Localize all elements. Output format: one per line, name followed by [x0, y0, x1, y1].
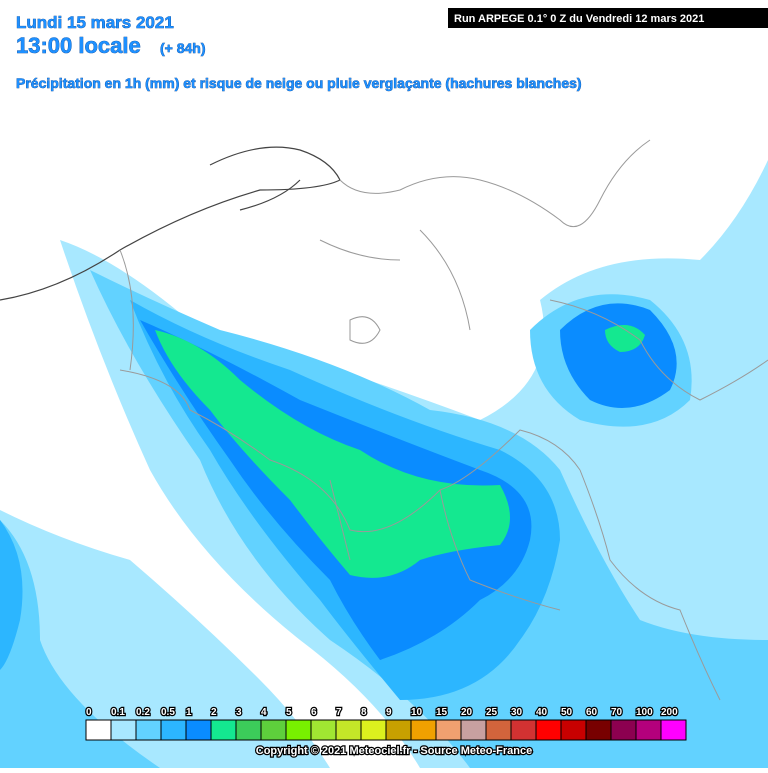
legend-swatch — [460, 719, 487, 741]
legend-label: 50 — [561, 707, 573, 718]
legend-swatch — [160, 719, 187, 741]
legend-swatch — [635, 719, 662, 741]
legend-label: 9 — [386, 707, 392, 718]
borders — [0, 139, 768, 701]
legend-swatch — [210, 719, 237, 741]
legend-swatch — [485, 719, 512, 741]
legend-swatch — [235, 719, 262, 741]
legend-label: 0.2 — [136, 707, 150, 718]
legend-label: 8 — [361, 707, 367, 718]
legend-label: 20 — [461, 707, 473, 718]
precipitation-field — [0, 160, 768, 768]
legend-swatch — [535, 719, 562, 741]
legend-label: 100 — [636, 707, 653, 718]
legend-label: 4 — [261, 707, 267, 718]
legend-swatch — [410, 719, 437, 741]
legend-label: 7 — [336, 707, 342, 718]
legend-swatch — [435, 719, 462, 741]
legend-label: 0.5 — [161, 707, 175, 718]
legend-swatch — [135, 719, 162, 741]
legend-label: 6 — [311, 707, 317, 718]
legend-swatch — [110, 719, 137, 741]
legend-label: 200 — [661, 707, 678, 718]
legend-swatch — [335, 719, 362, 741]
copyright: Copyright © 2021 Meteociel.fr - Source M… — [256, 745, 532, 757]
legend-label: 30 — [511, 707, 523, 718]
legend-label: 25 — [486, 707, 498, 718]
legend-swatch — [360, 719, 387, 741]
legend-swatch — [660, 719, 687, 741]
legend-swatch — [510, 719, 537, 741]
legend-label: 1 — [186, 707, 192, 718]
legend-label: 70 — [611, 707, 623, 718]
offset: (+ 84h) — [160, 40, 206, 56]
legend-swatch — [85, 719, 112, 741]
legend-swatch — [310, 719, 337, 741]
date: Lundi 15 mars 2021 — [16, 13, 174, 32]
legend-label: 40 — [536, 707, 548, 718]
legend-swatch — [185, 719, 212, 741]
run-box — [448, 8, 768, 28]
legend-swatch — [285, 719, 312, 741]
legend-label: 2 — [211, 707, 217, 718]
time: 13:00 locale — [16, 33, 141, 58]
legend-swatch — [260, 719, 287, 741]
legend-swatch — [585, 719, 612, 741]
legend-label: 0.1 — [111, 707, 125, 718]
legend: 0 0.1 0.2 0.5 1 2 3 4 5 6 7 8 9 10 15 20 25 30 40 50 60 70 100… — [85, 706, 687, 741]
subtitle: Précipitation en 1h (mm) et risque de ne… — [16, 75, 582, 91]
legend-label: 15 — [436, 707, 448, 718]
legend-swatch — [560, 719, 587, 741]
run: Run ARPEGE 0.1° 0 Z du Vendredi 12 mars … — [454, 13, 704, 25]
legend-label: 0 — [86, 707, 92, 718]
legend-swatch — [385, 719, 412, 741]
legend-label: 60 — [586, 707, 598, 718]
legend-swatch — [610, 719, 637, 741]
legend-label: 3 — [236, 707, 242, 718]
legend-label: 10 — [411, 707, 423, 718]
legend-label: 5 — [286, 707, 292, 718]
